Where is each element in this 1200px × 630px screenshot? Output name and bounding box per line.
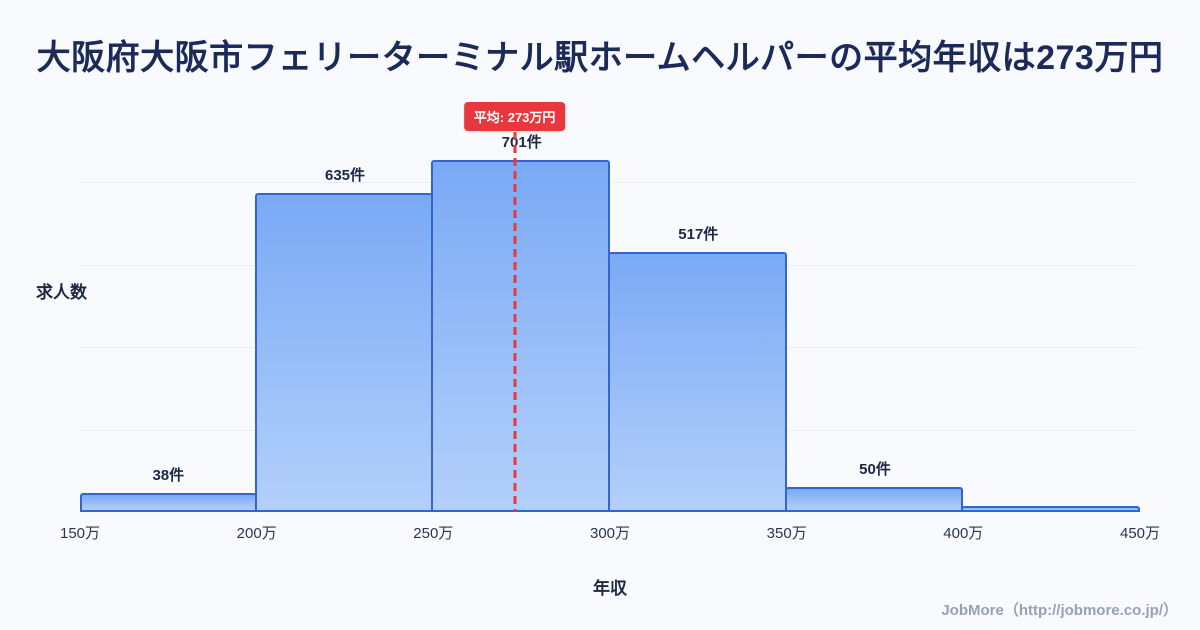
histogram-plot-area: 38件 635件 701件 517件 50件 平均: 273万円 150万 200万 250…: [60, 100, 1160, 542]
y-axis-label: 求人数: [36, 283, 87, 302]
average-line: [513, 132, 517, 512]
histogram-bar: [254, 193, 434, 512]
x-tick-label: 400万: [943, 525, 984, 542]
x-tick-label: 300万: [589, 525, 631, 542]
page-title: 大阪府大阪市フェリーターミナル駅ホームヘルパーの平均年収は273万円: [36, 39, 1164, 77]
histogram-bar: [431, 160, 610, 512]
bar-count-label: 635件: [324, 167, 366, 184]
x-tick-label: 150万: [59, 525, 101, 542]
x-tick-label: 350万: [766, 525, 807, 542]
footer-credit: JobMore（http://jobmore.co.jp/）: [941, 602, 1178, 619]
bar-count-label: 38件: [152, 467, 185, 484]
histogram-bar: [961, 506, 1140, 512]
x-tick-label: 200万: [236, 525, 277, 542]
gridline: [80, 182, 1140, 184]
histogram-bar: [608, 252, 787, 512]
histogram-bar: [784, 487, 964, 512]
histogram-bar: [80, 493, 257, 512]
x-axis-label: 年収: [593, 579, 627, 598]
bar-count-label: 517件: [678, 226, 719, 243]
bar-count-label: 50件: [859, 461, 891, 478]
x-tick-label: 250万: [413, 525, 454, 542]
x-tick-label: 450万: [1119, 525, 1161, 542]
bar-count-label: 701件: [501, 134, 542, 151]
average-badge: 平均: 273万円: [463, 102, 566, 131]
